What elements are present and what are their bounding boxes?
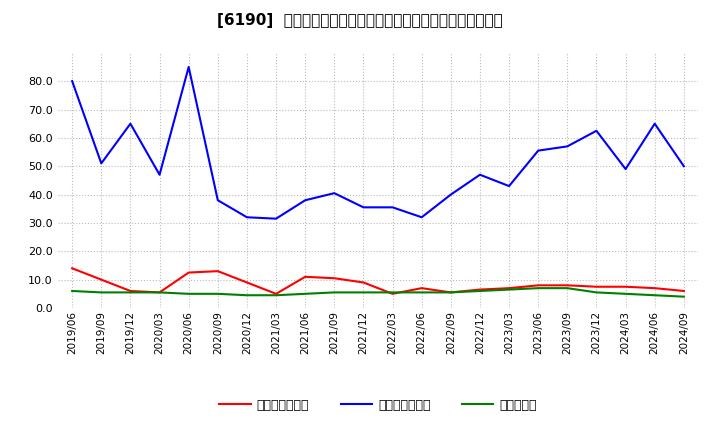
- 在庫回転率: [301, 291, 310, 297]
- 売上債権回転率: [388, 291, 397, 297]
- Legend: 売上債権回転率, 買入債務回転率, 在庫回転率: 売上債権回転率, 買入債務回転率, 在庫回転率: [215, 394, 541, 417]
- 買入債務回転率: [446, 192, 455, 197]
- 買入債務回転率: [621, 166, 630, 172]
- 在庫回転率: [505, 287, 513, 292]
- 在庫回転率: [621, 291, 630, 297]
- 買入債務回転率: [505, 183, 513, 189]
- 在庫回転率: [213, 291, 222, 297]
- 在庫回転率: [388, 290, 397, 295]
- 在庫回転率: [650, 293, 659, 298]
- 在庫回転率: [271, 293, 280, 298]
- 売上債権回転率: [243, 280, 251, 285]
- 売上債権回転率: [534, 282, 543, 288]
- 売上債権回転率: [359, 280, 368, 285]
- 売上債権回転率: [446, 290, 455, 295]
- 買入債務回転率: [330, 191, 338, 196]
- 売上債権回転率: [271, 291, 280, 297]
- 在庫回転率: [680, 294, 688, 299]
- 買入債務回転率: [359, 205, 368, 210]
- Line: 在庫回転率: 在庫回転率: [72, 288, 684, 297]
- 売上債権回転率: [680, 288, 688, 293]
- 在庫回転率: [184, 291, 193, 297]
- 売上債権回転率: [621, 284, 630, 290]
- 買入債務回転率: [68, 78, 76, 84]
- 売上債権回転率: [156, 290, 164, 295]
- 買入債務回転率: [650, 121, 659, 126]
- 買入債務回転率: [243, 215, 251, 220]
- 買入債務回転率: [476, 172, 485, 177]
- 売上債権回転率: [418, 286, 426, 291]
- 買入債務回転率: [126, 121, 135, 126]
- Line: 買入債務回転率: 買入債務回転率: [72, 67, 684, 219]
- 在庫回転率: [156, 290, 164, 295]
- 買入債務回転率: [213, 198, 222, 203]
- 買入債務回転率: [418, 215, 426, 220]
- 在庫回転率: [446, 290, 455, 295]
- 売上債権回転率: [97, 277, 106, 282]
- 在庫回転率: [126, 290, 135, 295]
- 売上債権回転率: [213, 268, 222, 274]
- 買入債務回転率: [184, 64, 193, 70]
- 売上債権回転率: [68, 266, 76, 271]
- 在庫回転率: [359, 290, 368, 295]
- 売上債権回転率: [476, 287, 485, 292]
- 買入債務回転率: [271, 216, 280, 221]
- 売上債権回転率: [505, 286, 513, 291]
- 在庫回転率: [68, 288, 76, 293]
- 在庫回転率: [330, 290, 338, 295]
- 在庫回転率: [97, 290, 106, 295]
- 売上債権回転率: [650, 286, 659, 291]
- 在庫回転率: [418, 290, 426, 295]
- 売上債権回転率: [184, 270, 193, 275]
- 買入債務回転率: [563, 144, 572, 149]
- 売上債権回転率: [592, 284, 600, 290]
- 売上債権回転率: [126, 288, 135, 293]
- 買入債務回転率: [592, 128, 600, 133]
- 買入債務回転率: [680, 164, 688, 169]
- Line: 売上債権回転率: 売上債権回転率: [72, 268, 684, 294]
- 在庫回転率: [592, 290, 600, 295]
- 在庫回転率: [243, 293, 251, 298]
- 買入債務回転率: [156, 172, 164, 177]
- 買入債務回転率: [301, 198, 310, 203]
- 在庫回転率: [476, 288, 485, 293]
- 売上債権回転率: [330, 275, 338, 281]
- Text: [6190]  売上債権回転率、買入債務回転率、在庫回転率の推移: [6190] 売上債権回転率、買入債務回転率、在庫回転率の推移: [217, 13, 503, 28]
- 売上債権回転率: [563, 282, 572, 288]
- 買入債務回転率: [534, 148, 543, 153]
- 在庫回転率: [563, 286, 572, 291]
- 買入債務回転率: [388, 205, 397, 210]
- 買入債務回転率: [97, 161, 106, 166]
- 売上債権回転率: [301, 274, 310, 279]
- 在庫回転率: [534, 286, 543, 291]
